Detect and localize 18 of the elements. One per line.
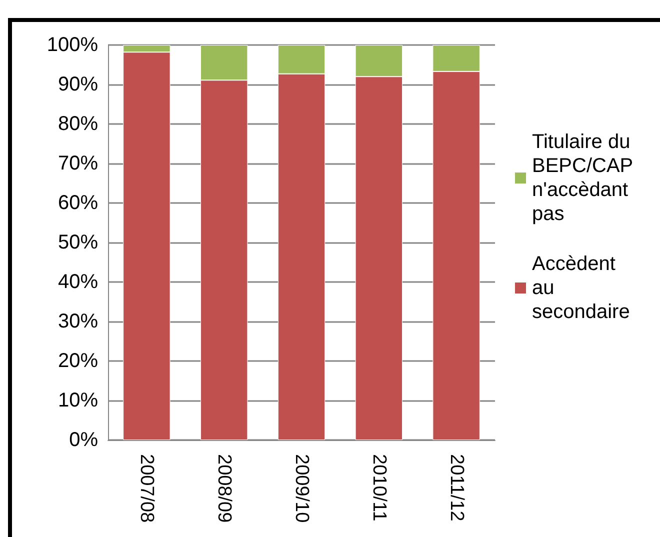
y-tick-label: 30%: [58, 310, 98, 332]
y-tick-label: 60%: [58, 192, 98, 214]
y-tick-label: 100%: [46, 34, 98, 56]
y-tick-label: 50%: [58, 232, 98, 254]
legend-label: Accèdent au secondaire: [532, 253, 630, 323]
y-tick-label: 0%: [69, 429, 98, 451]
x-tick-label: 2007/08: [136, 454, 158, 523]
legend-label: Titulaire du BEPC/CAP n'accèdant pas: [532, 131, 638, 225]
x-tick-label: 2008/09: [214, 454, 235, 523]
x-tick-label: 2010/11: [368, 454, 390, 522]
y-tick-label: 80%: [58, 113, 98, 135]
y-tick-label: 40%: [58, 271, 98, 293]
y-tick-label: 70%: [58, 152, 98, 174]
y-tick-label: 20%: [58, 350, 98, 372]
y-tick-label: 10%: [58, 390, 98, 412]
x-tick-label: 2009/10: [291, 454, 312, 523]
y-tick-label: 90%: [58, 74, 98, 96]
x-tick-label: 2011/12: [446, 454, 467, 522]
